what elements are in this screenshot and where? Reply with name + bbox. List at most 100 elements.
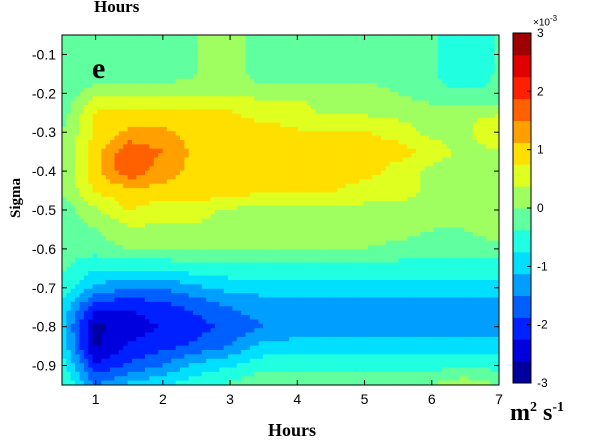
contour-cell [332,70,338,75]
contour-cell [179,39,185,45]
contour-cell [472,210,478,215]
contour-cell [219,83,225,89]
contour-cell [267,201,273,207]
top-title: Hours [94,0,140,16]
contour-cell [83,214,89,220]
contour-cell [175,126,181,132]
contour-cell [118,188,124,194]
contour-cell [123,56,129,62]
contour-cell [324,201,330,207]
contour-cell [346,96,352,102]
contour-cell [66,56,72,62]
contour-cell [271,87,277,93]
contour-cell [442,126,448,132]
contour-cell [411,240,417,246]
contour-cell [70,218,76,224]
contour-cell [79,179,85,185]
contour-cell [232,126,238,132]
contour-cell [372,170,378,176]
contour-cell [477,175,483,180]
contour-cell [494,91,499,97]
contour-cell [455,35,461,40]
contour-cell [118,35,124,40]
contour-cell [477,56,483,62]
contour-cell [459,205,465,211]
contour-cell [494,96,499,102]
contour-cell [424,91,430,97]
contour-cell [149,118,155,124]
contour-cell [158,218,164,224]
contour-cell [166,96,172,102]
contour-cell [455,179,461,185]
contour-cell [477,39,483,45]
contour-cell [494,122,499,128]
contour-cell [394,144,400,150]
contour-cell [341,218,347,224]
contour-cell [197,65,203,71]
contour-cell [464,205,470,211]
contour-cell [359,179,365,185]
contour-cell [245,61,251,67]
contour-cell [398,201,404,207]
contour-cell [429,105,435,110]
contour-cell [315,78,321,84]
contour-cell [271,96,277,102]
contour-cell [455,240,461,246]
contour-cell [394,35,400,40]
contour-cell [315,240,321,246]
contour-cell [455,249,461,255]
contour-cell [96,35,102,40]
contour-cell [188,70,194,75]
contour-cell [459,56,465,62]
contour-cell [188,170,194,176]
contour-cell [245,196,251,202]
contour-cell [363,109,369,115]
contour-cell [140,201,146,207]
contour-cell [319,65,325,71]
contour-cell [228,192,234,198]
contour-cell [105,56,111,62]
contour-cell [319,205,325,211]
contour-cell [402,48,408,54]
contour-cell [188,91,194,97]
contour-cell [179,113,185,119]
contour-cell [258,236,264,242]
contour-cell [140,192,146,198]
contour-cell [236,96,242,102]
contour-cell [442,192,448,198]
contour-cell [206,70,212,75]
contour-cell [311,140,317,145]
contour-cell [376,153,382,159]
contour-cell [324,131,330,137]
contour-cell [494,179,499,185]
contour-cell [245,56,251,62]
contour-cell [407,87,413,93]
contour-cell [350,179,356,185]
contour-cell [70,35,76,40]
contour-cell [114,43,120,49]
contour-cell [105,39,111,45]
contour-cell [363,196,369,202]
contour-cell [376,43,382,49]
contour-cell [92,183,98,189]
contour-cell [206,210,212,215]
contour-cell [381,249,386,255]
contour-cell [232,166,238,172]
contour-cell [254,166,260,172]
contour-cell [385,201,391,207]
contour-cell [127,100,133,106]
contour-cell [223,100,229,106]
contour-cell [420,245,426,250]
contour-cell [311,39,317,45]
contour-cell [245,188,251,194]
contour-cell [70,201,76,207]
contour-cell [280,153,286,159]
contour-cell [450,61,456,67]
contour-cell [411,249,417,255]
contour-cell [359,126,365,132]
contour-cell [118,78,124,84]
contour-cell [363,249,369,255]
contour-cell [263,183,268,189]
contour-cell [437,161,443,167]
contour-cell [354,78,360,84]
